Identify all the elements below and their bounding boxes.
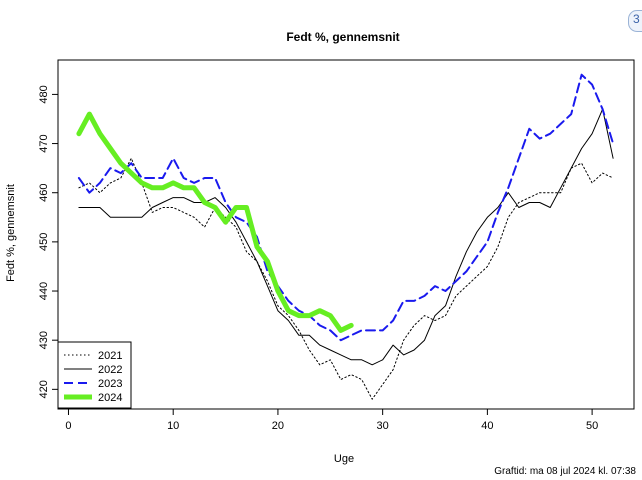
legend: 2021 2022 2023 2024 [57, 341, 132, 409]
y-tick-label: 480 [38, 85, 50, 103]
series-line-2022 [78, 108, 614, 366]
plot-frame [57, 59, 635, 410]
y-tick-label: 420 [38, 380, 50, 398]
y-tick-label: 460 [38, 184, 50, 202]
x-axis-label: Uge [334, 453, 354, 465]
x-tick-label: 40 [481, 420, 493, 432]
x-tick-label: 0 [65, 420, 71, 432]
series-line-2023 [77, 73, 615, 342]
legend-label: 2023 [98, 378, 122, 390]
x-tick-label: 10 [167, 420, 179, 432]
legend-label: 2024 [98, 392, 122, 404]
legend-label: 2022 [98, 364, 122, 376]
y-axis: 420 430 440 450 460 470 480 [38, 85, 58, 399]
corner-scroll-icon[interactable]: 3 [628, 10, 642, 32]
x-tick-label: 50 [586, 420, 598, 432]
series-layer [76, 73, 615, 400]
chart-caption: Graftid: ma 08 jul 2024 kl. 07:38 [494, 466, 636, 477]
y-tick-label: 470 [38, 134, 50, 152]
legend-label: 2021 [98, 350, 122, 362]
series-line-2024 [76, 111, 354, 333]
y-tick-label: 450 [38, 233, 50, 251]
y-axis-label: Fedt %, gennemsnit [5, 184, 17, 282]
x-tick-label: 30 [377, 420, 389, 432]
x-tick-label: 20 [272, 420, 284, 432]
x-axis: 0 10 20 30 40 50 [65, 409, 598, 432]
y-tick-label: 440 [38, 282, 50, 300]
y-tick-label: 430 [38, 331, 50, 349]
series-line-2021 [78, 157, 614, 400]
chart-title: Fedt %, gennemsnit [286, 30, 399, 44]
